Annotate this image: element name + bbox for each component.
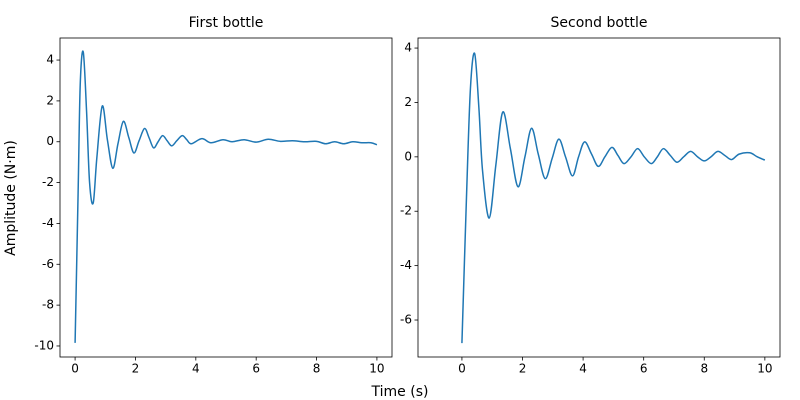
y-tick-label: 0 — [404, 149, 412, 163]
y-tick-label: 4 — [46, 53, 54, 67]
chart-title: Second bottle — [551, 15, 648, 31]
y-axis-label: Amplitude (N·m) — [3, 140, 19, 256]
x-tick-label: 4 — [192, 362, 200, 376]
y-tick-label: -4 — [400, 258, 412, 272]
y-tick-label: -10 — [34, 338, 54, 352]
chart-title: First bottle — [189, 15, 264, 31]
x-tick-label: 8 — [313, 362, 321, 376]
y-tick-label: -2 — [42, 175, 54, 189]
axes-frame — [59, 37, 393, 358]
x-axis-label: Time (s) — [371, 384, 429, 400]
y-tick-label: -4 — [42, 216, 54, 230]
x-tick-label: 0 — [71, 362, 79, 376]
axes-frame — [417, 37, 781, 358]
y-tick-label: 4 — [404, 41, 412, 55]
x-tick-label: 8 — [700, 362, 708, 376]
data-line — [461, 52, 766, 344]
x-tick-label: 4 — [579, 362, 587, 376]
x-tick-label: 10 — [369, 362, 384, 376]
y-tick-label: -2 — [400, 204, 412, 218]
y-tick-label: -6 — [400, 313, 412, 327]
x-tick-label: 2 — [132, 362, 140, 376]
x-tick-label: 2 — [519, 362, 527, 376]
x-tick-label: 6 — [252, 362, 260, 376]
x-tick-label: 0 — [458, 362, 466, 376]
y-tick-label: 2 — [46, 93, 54, 107]
y-tick-label: 0 — [46, 134, 54, 148]
x-tick-label: 10 — [757, 362, 772, 376]
x-tick-label: 6 — [640, 362, 648, 376]
data-line — [74, 50, 378, 343]
y-tick-label: 2 — [404, 95, 412, 109]
y-tick-label: -6 — [42, 257, 54, 271]
y-tick-label: -8 — [42, 298, 54, 312]
